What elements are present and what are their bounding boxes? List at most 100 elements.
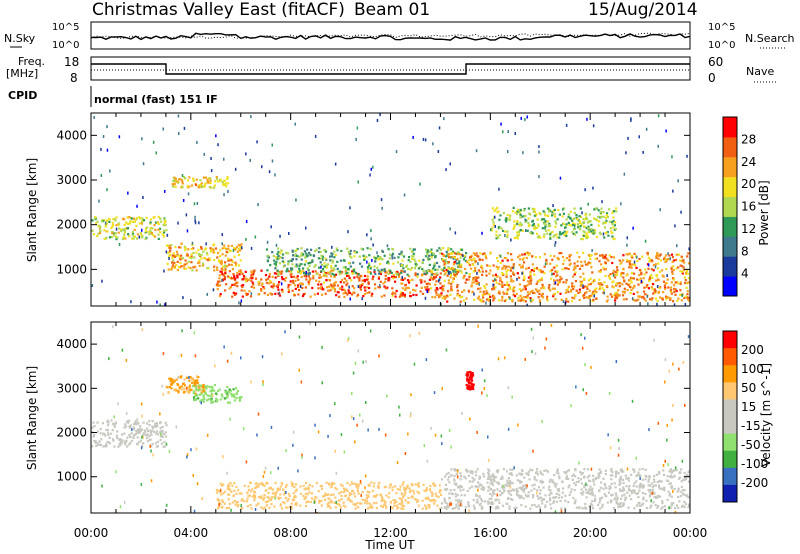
velocity-noise-cell: [195, 447, 198, 451]
power-cell: [171, 261, 174, 264]
power-noise-cell: [366, 233, 368, 237]
power-cell: [394, 292, 397, 295]
power-cell: [676, 299, 679, 302]
power-cell: [442, 247, 445, 250]
velocity-cell: [422, 483, 425, 486]
velocity-cell: [672, 502, 675, 505]
power-cell: [441, 297, 444, 300]
power-cell: [224, 254, 227, 257]
power-cell: [148, 233, 151, 236]
power-cell: [277, 255, 280, 258]
power-cell: [257, 283, 260, 286]
power-cell: [687, 277, 690, 280]
power-cell: [299, 282, 302, 285]
power-cell: [571, 282, 574, 285]
velocity-cell: [229, 488, 232, 491]
power-cell: [685, 271, 688, 274]
velocity-cell: [406, 485, 409, 489]
velocity-cell: [624, 474, 627, 477]
power-noise-cell: [271, 143, 273, 147]
power-cell: [340, 249, 343, 253]
power-cell: [505, 283, 508, 287]
power-cell: [590, 223, 593, 226]
velocity-cell: [522, 497, 525, 500]
power-noise-cell: [203, 152, 205, 156]
power-cell: [527, 253, 530, 256]
velocity-cell: [674, 507, 677, 510]
power-cell: [296, 254, 299, 257]
velocity-cell: [599, 471, 602, 475]
power-noise-cell: [166, 233, 169, 237]
velocity-cell: [680, 490, 683, 493]
power-cell: [506, 252, 510, 255]
velocity-cell: [203, 389, 206, 393]
velocity-cell: [251, 488, 254, 491]
power-cell: [168, 244, 171, 247]
power-noise-cell: [100, 174, 103, 177]
velocity-cell: [561, 480, 564, 484]
power-cell: [666, 296, 669, 299]
power-cell: [439, 248, 442, 251]
velocity-cell: [330, 493, 333, 496]
power-cell: [521, 288, 524, 291]
power-noise-cell: [164, 303, 166, 306]
velocity-noise-cell: [364, 474, 367, 478]
power-noise-cell: [395, 150, 398, 154]
velocity-cell: [155, 422, 158, 425]
velocity-cell: [624, 499, 627, 502]
velocity-cell: [331, 482, 334, 485]
power-cell: [540, 278, 543, 282]
velocity-cell: [265, 489, 268, 492]
velocity-cell: [425, 507, 428, 510]
velocity-cell: [600, 481, 603, 484]
velocity-cell: [472, 374, 475, 377]
power-cell: [175, 263, 178, 266]
power-cell: [652, 292, 655, 295]
power-colorbar-swatch-3: [723, 216, 737, 237]
power-cell: [629, 279, 632, 282]
power-cell: [468, 273, 471, 276]
power-cell: [664, 260, 667, 263]
velocity-cell: [644, 468, 647, 471]
power-cell: [658, 296, 662, 299]
power-cell: [339, 270, 342, 273]
velocity-cell: [637, 502, 640, 505]
velocity-noise-cell: [672, 362, 674, 366]
power-cell: [250, 279, 253, 282]
power-cell: [500, 227, 503, 230]
velocity-cell: [466, 386, 469, 389]
power-cell: [179, 256, 182, 259]
power-cell: [487, 297, 490, 300]
power-cell: [670, 292, 673, 295]
power-cell: [675, 267, 678, 270]
velocity-noise-cell: [165, 385, 167, 389]
velocity-cell: [490, 501, 493, 504]
velocity-cell: [348, 494, 351, 497]
power-cell: [392, 276, 395, 279]
power-cell: [667, 286, 670, 289]
velocity-cell: [649, 493, 652, 496]
power-cell: [615, 274, 618, 277]
power-cell: [342, 266, 345, 269]
power-cell: [632, 292, 635, 295]
velocity-cell: [266, 495, 269, 498]
power-colorbar-tick-4: 20: [741, 177, 756, 191]
power-cell: [198, 184, 202, 187]
power-cell: [655, 273, 658, 277]
power-cell: [200, 253, 203, 256]
power-cell: [641, 296, 644, 299]
power-cell: [557, 258, 560, 261]
velocity-cell: [381, 497, 384, 500]
power-cell: [687, 252, 690, 255]
velocity-cell: [460, 485, 463, 488]
power-noise-cell: [164, 189, 166, 193]
power-cell: [387, 269, 390, 272]
power-cell: [414, 260, 417, 263]
velocity-cell: [618, 483, 621, 486]
power-cell: [439, 282, 442, 285]
power-cell: [359, 262, 362, 265]
power-cell: [439, 276, 442, 279]
power-cell: [169, 249, 172, 252]
power-cell: [518, 210, 521, 213]
